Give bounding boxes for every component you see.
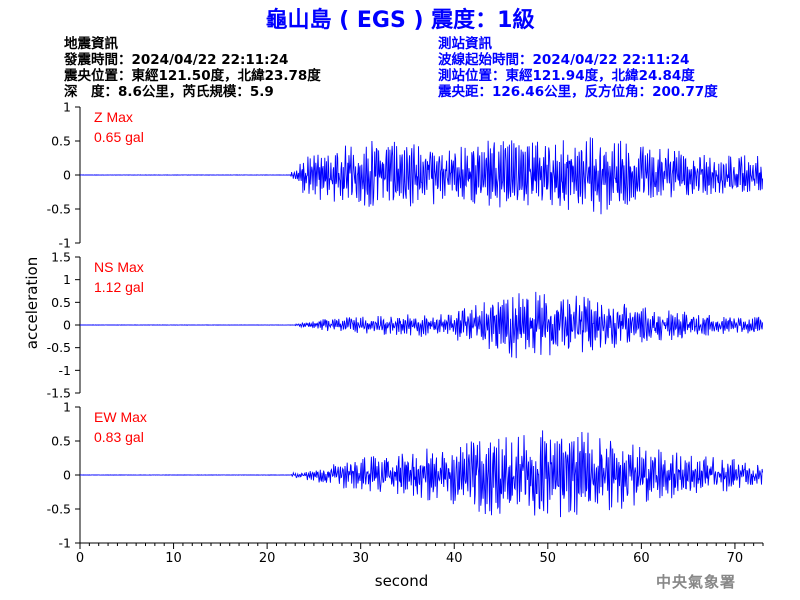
y-tick-label: -0.5 [47, 202, 71, 217]
station-info-heading: 測站資訊 [438, 36, 492, 52]
wave-start-time: 波線起始時間：2024/04/22 22:11:24 [438, 52, 690, 68]
x-tick-label: 50 [540, 551, 557, 566]
y-tick-label: 0.5 [51, 295, 71, 310]
max-label-ew: EW Max [94, 409, 147, 425]
y-tick-label: -1 [59, 363, 71, 378]
x-tick-label: 20 [259, 551, 276, 566]
station-info: 測站資訊 波線起始時間：2024/04/22 22:11:24 測站位置：東經1… [438, 36, 718, 100]
max-value-z: 0.65 gal [94, 129, 144, 145]
y-tick-label: 1 [63, 272, 71, 287]
x-tick-label: 60 [633, 551, 650, 566]
station-location: 測站位置：東經121.94度，北緯24.84度 [438, 68, 695, 84]
y-axis-label: acceleration [23, 257, 41, 349]
x-tick-label: 10 [165, 551, 182, 566]
y-tick-label: 0 [63, 468, 71, 483]
y-tick-label: 0.5 [51, 134, 71, 149]
origin-time: 發震時間：2024/04/22 22:11:24 [64, 52, 289, 68]
cwa-watermark: 中央氣象署 [656, 573, 737, 591]
waveform-ns [80, 291, 764, 359]
y-tick-label: 1 [63, 100, 71, 115]
y-tick-label: 1.5 [51, 250, 71, 265]
depth-magnitude: 深 度：8.6公里，芮氏規模：5.9 [64, 84, 274, 100]
max-value-ew: 0.83 gal [94, 429, 144, 445]
max-label-z: Z Max [94, 109, 133, 125]
y-tick-label: 1 [63, 400, 71, 415]
y-tick-label: 0 [63, 168, 71, 183]
x-tick-label: 70 [727, 551, 744, 566]
x-axis-label: second [375, 572, 429, 590]
epicenter-location: 震央位置：東經121.50度，北緯23.78度 [64, 68, 321, 84]
y-tick-label: -1 [59, 536, 71, 551]
earthquake-info-heading: 地震資訊 [64, 36, 118, 52]
y-tick-label: -0.5 [47, 340, 71, 355]
waveform-ew [79, 430, 764, 518]
max-value-ns: 1.12 gal [94, 279, 144, 295]
y-tick-label: -0.5 [47, 502, 71, 517]
earthquake-info: 地震資訊 發震時間：2024/04/22 22:11:24 震央位置：東經121… [64, 36, 321, 100]
waveform-z [79, 137, 764, 215]
max-label-ns: NS Max [94, 259, 144, 275]
x-tick-label: 0 [76, 551, 84, 566]
x-tick-label: 40 [446, 551, 463, 566]
y-tick-label: 0 [63, 318, 71, 333]
y-tick-label: 0.5 [51, 434, 71, 449]
y-tick-label: -1 [59, 236, 71, 251]
y-tick-label: -1.5 [47, 386, 71, 401]
distance-azimuth: 震央距：126.46公里，反方位角：200.77度 [438, 84, 718, 100]
chart-title: 龜山島 ( EGS ) 震度：1級 [265, 8, 535, 33]
x-tick-label: 30 [352, 551, 369, 566]
